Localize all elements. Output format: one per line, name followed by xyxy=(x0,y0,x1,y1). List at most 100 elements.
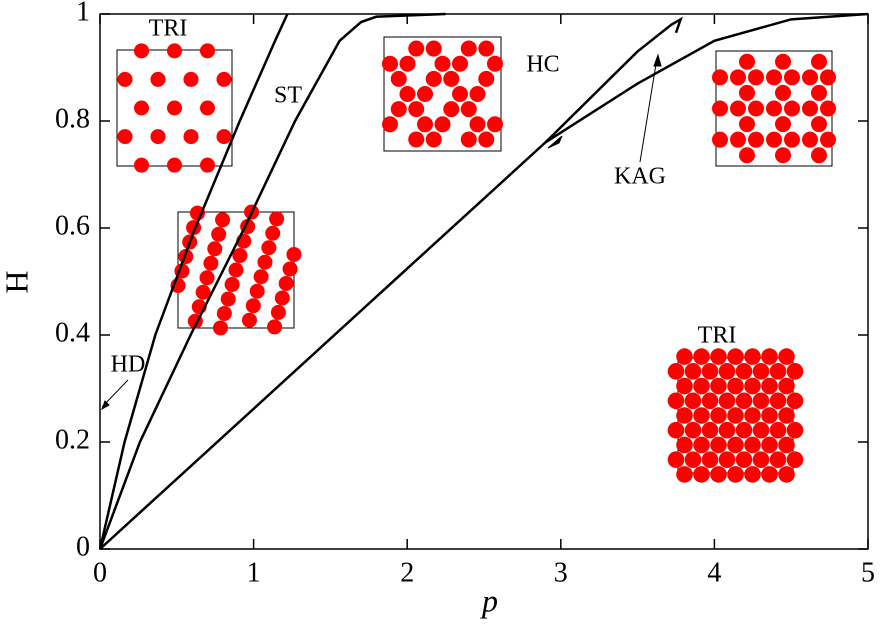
lattice-dot xyxy=(735,363,753,380)
lattice-dot xyxy=(228,262,244,278)
lattice-dot xyxy=(265,225,281,241)
lattice-dot xyxy=(167,157,182,173)
lattice-dot xyxy=(778,466,795,483)
hd-arrowhead xyxy=(101,400,110,411)
arrows xyxy=(101,53,662,411)
lattice-dot xyxy=(775,84,791,101)
lattice-dot xyxy=(784,100,800,117)
lattice-dot xyxy=(710,407,727,424)
lattice-dot xyxy=(778,348,795,365)
lattice-dot xyxy=(748,131,764,148)
lattice-dot xyxy=(460,101,477,118)
lattice-dot xyxy=(195,284,211,300)
annotation: KAG xyxy=(614,164,666,190)
lattice-dot xyxy=(469,86,486,102)
y-tick-label: 0.8 xyxy=(55,103,90,134)
lattice-dot xyxy=(786,392,804,410)
lattice-dot xyxy=(382,116,398,133)
phase-boundary xyxy=(98,12,446,550)
lattice-dot xyxy=(769,451,787,468)
line-arrowhead xyxy=(547,135,563,149)
x-tick-label: 4 xyxy=(707,557,721,588)
lattice-dot xyxy=(245,298,261,314)
lattice-dot xyxy=(241,312,257,328)
lattice-dot xyxy=(784,69,800,86)
phase-boundary xyxy=(544,12,869,144)
lattice-dot xyxy=(727,436,744,454)
lattice-dot xyxy=(200,100,215,116)
lattice-dot xyxy=(478,131,495,148)
lattice-dot xyxy=(786,421,804,439)
lattice-dot xyxy=(769,363,787,380)
plot-frame xyxy=(99,13,869,550)
lattice-dot xyxy=(425,70,442,87)
y-axis-label: H xyxy=(0,270,34,293)
x-tick-label: 0 xyxy=(93,557,107,588)
lattice-dot xyxy=(676,466,693,483)
lattice-dot xyxy=(802,69,818,86)
lattice-dot xyxy=(730,131,746,148)
lattice-dot xyxy=(199,270,215,286)
lattice-dot xyxy=(693,348,710,365)
lattice-dot xyxy=(167,43,182,59)
lattice-dot xyxy=(802,131,818,148)
y-tick-label: 1 xyxy=(76,0,90,27)
y-tick-label: 0.2 xyxy=(55,424,90,455)
lattice-dot xyxy=(667,363,685,380)
y-tick-label: 0.6 xyxy=(55,210,90,241)
lattice-dot xyxy=(676,377,693,395)
lattice-dot xyxy=(693,377,710,395)
annotation: HC xyxy=(526,52,559,78)
lattice-dot xyxy=(701,421,719,439)
x-tick-label: 3 xyxy=(554,557,568,588)
lattice-dot xyxy=(739,84,755,101)
lattice-dot xyxy=(775,116,791,133)
lattice-dot xyxy=(478,70,495,87)
lattice-dot xyxy=(735,451,753,468)
lattice-dot xyxy=(786,363,804,380)
lattice-dot xyxy=(778,407,795,424)
lattice-dot xyxy=(820,69,836,86)
lattice-dot xyxy=(253,269,269,285)
lattice-dot xyxy=(443,70,460,87)
lattice-dot xyxy=(693,436,710,454)
lattice-dot xyxy=(710,466,727,483)
annotation: TRI xyxy=(149,16,188,42)
lattice-dot xyxy=(676,407,693,424)
lattice-dot xyxy=(200,43,215,59)
lattice-dot xyxy=(408,40,425,57)
lattice-dot xyxy=(730,100,746,117)
lattice-dot xyxy=(269,211,285,227)
lattice-dot xyxy=(744,407,761,424)
lattice-dot xyxy=(775,147,791,164)
lattice-dot xyxy=(820,131,836,148)
lattice-dot xyxy=(766,100,782,117)
lattice-dot xyxy=(667,392,685,410)
x-tick-label: 2 xyxy=(400,557,414,588)
lattice-dot xyxy=(684,392,702,410)
lattice-dot xyxy=(739,147,755,164)
lattice-dot xyxy=(211,226,227,242)
lattice-dot xyxy=(784,131,800,148)
lattice-dot xyxy=(761,407,778,424)
lattice-dot xyxy=(684,363,702,380)
lattice-dot xyxy=(712,69,728,86)
lattice-dot xyxy=(710,348,727,365)
lattice-dot xyxy=(212,320,228,336)
lattice-dot xyxy=(744,377,761,395)
x-tick-label: 5 xyxy=(861,557,875,588)
lattice-dot xyxy=(820,100,836,117)
lattice-dot xyxy=(274,290,290,306)
lattice-dot xyxy=(766,131,782,148)
lattice-dot xyxy=(735,421,753,439)
lattice-dot xyxy=(150,129,166,145)
lattice-dot xyxy=(478,40,495,57)
lattice-dot xyxy=(701,363,719,380)
lattice-dot xyxy=(390,101,407,118)
lattice-dot xyxy=(382,55,398,72)
lattice-dot xyxy=(676,436,693,454)
lattice-dot xyxy=(761,466,778,483)
lattice-dot xyxy=(417,116,433,133)
x-axis-label: p xyxy=(480,582,498,618)
